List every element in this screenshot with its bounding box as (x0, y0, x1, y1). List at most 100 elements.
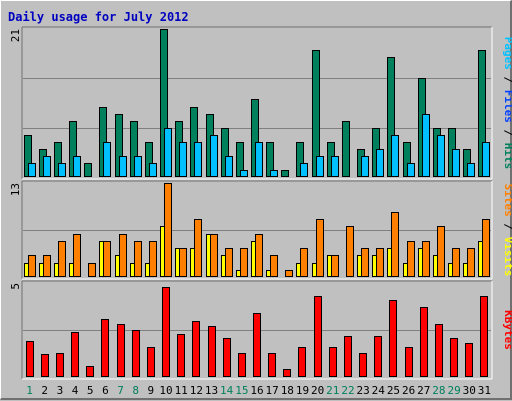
bar-sites-day-26 (407, 241, 415, 277)
bar-kbytes-day-1 (26, 341, 34, 377)
bar-sites-day-13 (210, 234, 218, 277)
x-tick-label: 2 (41, 384, 48, 397)
x-tick-label: 30 (463, 384, 476, 397)
bar-pages-day-24 (376, 149, 384, 177)
bar-pages-day-26 (407, 163, 415, 177)
x-tick-label: 15 (235, 384, 248, 397)
legend-label-part: Sites (502, 184, 512, 217)
x-tick-label: 27 (417, 384, 430, 397)
x-axis: 1 2 3 4 5 6 7 8 9 10 11 12 13 14 15 16 17 18 19 20 21 22 23 24 2… (26, 384, 491, 397)
bar-sites-day-2 (43, 255, 51, 277)
bar-kbytes-day-14 (223, 338, 231, 377)
bar-pages-day-14 (225, 156, 233, 177)
bar-pages-day-1 (28, 163, 36, 177)
legend-label-part: KBytes (502, 310, 512, 350)
bar-kbytes-day-10 (162, 287, 170, 377)
bar-sites-day-28 (437, 226, 445, 277)
x-tick-label: 21 (326, 384, 339, 397)
bar-sites-day-4 (73, 234, 81, 277)
bar-pages-day-29 (452, 149, 460, 177)
x-tick-label: 29 (447, 384, 460, 397)
bar-kbytes-day-27 (420, 307, 428, 377)
bar-sites-day-19 (300, 248, 308, 277)
bar-kbytes-day-6 (101, 319, 109, 377)
x-tick-label: 5 (87, 384, 94, 397)
x-tick-label: 24 (372, 384, 386, 397)
bar-sites-day-16 (255, 234, 263, 277)
bar-sites-day-14 (225, 248, 233, 277)
panel-sites-visits: 13 Sites / Visits (9, 180, 512, 280)
x-tick-label: 23 (357, 384, 370, 397)
x-tick-label: 28 (432, 384, 445, 397)
legend-label-pages-files-hits: Pages / Files / Hits (502, 37, 512, 170)
bar-sites-day-11 (179, 248, 187, 277)
bar-kbytes-day-2 (41, 354, 49, 377)
bar-pages-day-6 (103, 142, 111, 177)
bar-sites-day-17 (270, 255, 278, 277)
bar-kbytes-day-31 (480, 296, 488, 377)
bar-kbytes-day-29 (450, 338, 458, 377)
y-max-label: 5 (9, 283, 22, 290)
x-tick-label: 4 (72, 384, 79, 397)
bar-pages-day-3 (58, 163, 66, 177)
bar-kbytes-day-12 (192, 321, 200, 377)
bar-pages-day-2 (43, 156, 51, 177)
bar-kbytes-day-15 (238, 353, 246, 377)
bar-kbytes-day-19 (298, 347, 306, 377)
bar-sites-day-1 (28, 255, 36, 277)
bar-sites-day-12 (194, 219, 202, 277)
bar-pages-day-20 (316, 156, 324, 177)
bar-sites-day-24 (376, 248, 384, 277)
legend-label-part: / (502, 70, 512, 90)
legend-label-part: / (502, 123, 512, 143)
bar-pages-day-17 (270, 170, 278, 177)
bar-sites-day-29 (452, 248, 460, 277)
bar-pages-day-4 (73, 156, 81, 177)
x-tick-label: 6 (102, 384, 109, 397)
legend-label-part: Visits (502, 237, 512, 277)
chart-title: Daily usage for July 2012 (8, 10, 189, 24)
x-tick-label: 12 (190, 384, 203, 397)
legend-label-part: Hits (502, 143, 512, 170)
x-tick-label: 25 (387, 384, 400, 397)
bar-pages-day-13 (210, 135, 218, 177)
bar-kbytes-day-26 (405, 347, 413, 377)
bar-kbytes-day-24 (374, 336, 382, 377)
bar-pages-day-8 (134, 156, 142, 177)
bar-sites-day-9 (149, 241, 157, 277)
bar-pages-day-11 (179, 142, 187, 177)
bar-sites-day-7 (119, 234, 127, 277)
bar-kbytes-day-3 (56, 353, 64, 377)
bar-kbytes-day-5 (86, 366, 94, 377)
bar-pages-day-31 (482, 142, 490, 177)
bar-sites-day-8 (134, 241, 142, 277)
x-tick-label: 17 (266, 384, 279, 397)
x-tick-label: 18 (281, 384, 294, 397)
bar-pages-day-25 (391, 135, 399, 177)
x-tick-label: 22 (341, 384, 354, 397)
x-tick-label: 26 (402, 384, 415, 397)
bar-pages-day-21 (331, 156, 339, 177)
legend-label-part: Pages (502, 37, 512, 70)
panel-kbytes: 5 KBytes (9, 280, 512, 380)
bar-sites-day-22 (346, 226, 354, 277)
bar-pages-day-16 (255, 142, 263, 177)
bar-kbytes-day-18 (283, 369, 291, 377)
legend-label-kbytes: KBytes (502, 310, 512, 350)
bar-kbytes-day-23 (359, 353, 367, 377)
x-tick-label: 9 (148, 384, 155, 397)
bar-kbytes-day-25 (389, 300, 397, 377)
bar-pages-day-12 (194, 142, 202, 177)
bar-sites-day-3 (58, 241, 66, 277)
x-tick-label: 1 (26, 384, 33, 397)
bar-kbytes-day-7 (117, 324, 125, 377)
bar-hits-day-18 (281, 170, 289, 177)
bar-kbytes-day-20 (314, 296, 322, 377)
bar-hits-day-22 (342, 121, 350, 177)
bar-kbytes-day-4 (71, 332, 79, 377)
legend-label-sites-visits: Sites / Visits (502, 184, 512, 277)
x-tick-label: 31 (478, 384, 491, 397)
x-tick-label: 16 (250, 384, 263, 397)
bar-sites-day-10 (164, 183, 172, 277)
x-tick-label: 3 (57, 384, 64, 397)
